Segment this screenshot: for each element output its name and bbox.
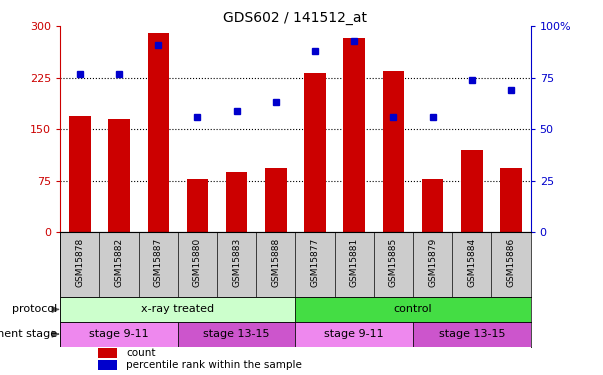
Text: x-ray treated: x-ray treated — [141, 304, 215, 314]
Text: control: control — [394, 304, 432, 314]
Text: GSM15879: GSM15879 — [428, 237, 437, 287]
Bar — [109, 119, 130, 232]
Text: GSM15882: GSM15882 — [115, 237, 124, 286]
Bar — [226, 172, 247, 232]
Bar — [60, 322, 178, 346]
Text: percentile rank within the sample: percentile rank within the sample — [126, 360, 302, 370]
Bar — [383, 71, 404, 232]
Text: GSM15880: GSM15880 — [193, 237, 202, 287]
Bar — [305, 73, 326, 232]
Bar — [98, 360, 117, 370]
Text: protocol: protocol — [12, 304, 57, 314]
Text: count: count — [126, 348, 156, 358]
Text: GSM15885: GSM15885 — [389, 237, 398, 287]
Bar — [69, 116, 90, 232]
Text: GSM15886: GSM15886 — [507, 237, 516, 287]
Bar — [422, 179, 443, 232]
Text: GSM15884: GSM15884 — [467, 237, 476, 286]
Bar — [413, 322, 531, 346]
Bar — [148, 33, 169, 232]
Title: GDS602 / 141512_at: GDS602 / 141512_at — [224, 11, 367, 25]
Bar — [178, 322, 295, 346]
Bar — [98, 348, 117, 358]
Text: stage 13-15: stage 13-15 — [203, 329, 270, 339]
Text: GSM15877: GSM15877 — [311, 237, 320, 287]
Text: GSM15881: GSM15881 — [350, 237, 359, 287]
Text: GSM15887: GSM15887 — [154, 237, 163, 287]
Bar — [265, 168, 286, 232]
Bar — [344, 38, 365, 232]
Text: GSM15888: GSM15888 — [271, 237, 280, 287]
Bar — [500, 168, 522, 232]
Bar — [295, 322, 413, 346]
Text: development stage: development stage — [0, 329, 57, 339]
Text: GSM15878: GSM15878 — [75, 237, 84, 287]
Bar — [187, 179, 208, 232]
Text: stage 9-11: stage 9-11 — [89, 329, 149, 339]
Bar — [461, 150, 482, 232]
Text: GSM15883: GSM15883 — [232, 237, 241, 287]
Text: stage 13-15: stage 13-15 — [438, 329, 505, 339]
Bar — [60, 297, 295, 322]
Bar — [295, 297, 531, 322]
Text: stage 9-11: stage 9-11 — [324, 329, 384, 339]
